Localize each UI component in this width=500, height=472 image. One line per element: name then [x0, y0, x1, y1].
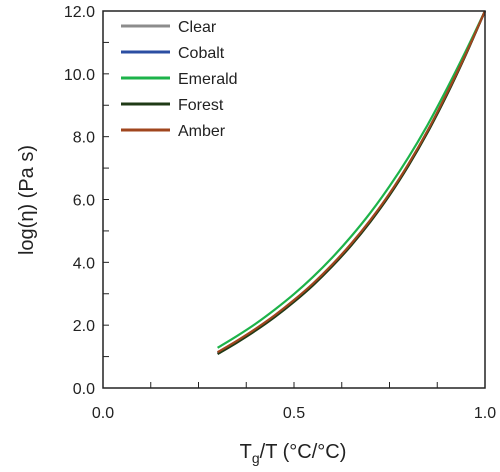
series-line-amber: [217, 10, 487, 354]
plot-frame: [102, 10, 486, 389]
x-tick-labels: 0.0 0.5 1.0: [92, 405, 496, 422]
legend-label-cobalt: Cobalt: [178, 45, 225, 62]
legend-label-forest: Forest: [178, 97, 224, 114]
y-tick-label: 6.0: [73, 193, 95, 210]
legend-label-emerald: Emerald: [178, 71, 238, 88]
series-line-cobalt: [217, 10, 487, 354]
legend-label-clear: Clear: [178, 19, 217, 36]
legend-label-amber: Amber: [178, 123, 226, 140]
x-axis-title-rest: /T (°C/°C): [260, 441, 347, 463]
legend: Clear Cobalt Emerald Forest Amber: [121, 19, 238, 140]
x-axis-title: Tg/T (°C/°C): [240, 441, 347, 466]
minor-ticks: [102, 10, 486, 389]
x-tick-label: 0.0: [92, 405, 114, 422]
y-tick-label: 4.0: [73, 255, 95, 272]
series-line-emerald: [217, 10, 486, 349]
x-tick-label: 0.5: [283, 405, 305, 422]
y-tick-label: 8.0: [73, 130, 95, 147]
x-axis-title-subscript: g: [252, 450, 260, 466]
y-tick-label: 10.0: [64, 67, 95, 84]
y-tick-label: 2.0: [73, 318, 95, 335]
series-layer: [217, 10, 487, 356]
series-line-clear: [217, 10, 487, 355]
y-tick-label: 0.0: [73, 381, 95, 398]
x-axis-title-main: T: [240, 441, 252, 463]
y-tick-labels: 0.0 2.0 4.0 6.0 8.0 10.0 12.0: [64, 4, 95, 398]
series-line-forest: [217, 10, 487, 356]
y-axis-title: log(η) (Pa s): [16, 145, 38, 255]
x-tick-label: 1.0: [474, 405, 496, 422]
y-tick-label: 12.0: [64, 4, 95, 21]
